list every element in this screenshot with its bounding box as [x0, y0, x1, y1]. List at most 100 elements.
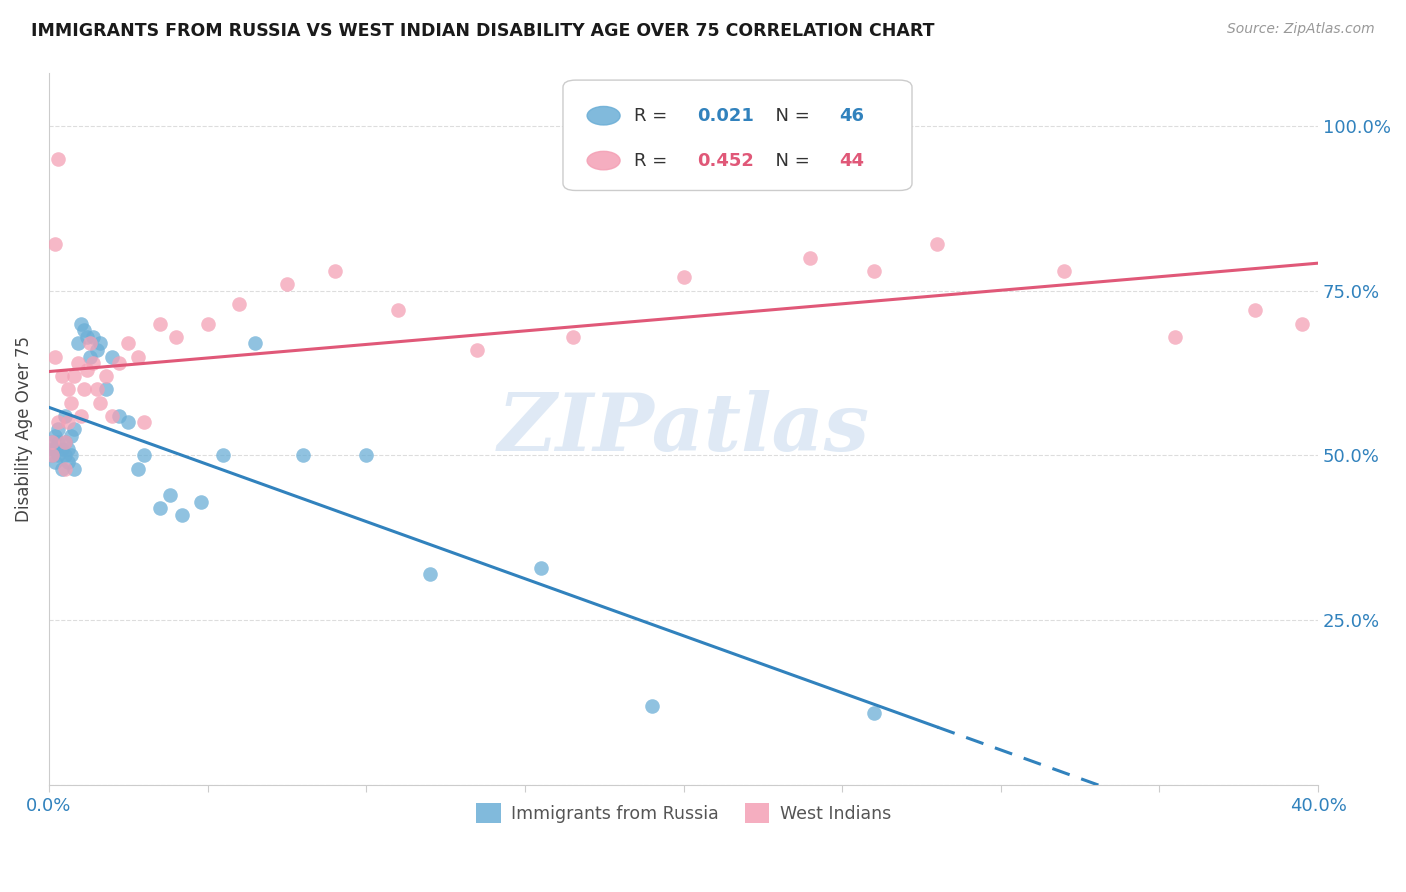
Text: 44: 44 — [839, 152, 865, 169]
Point — [82, 330, 104, 344]
Point — [44, 442, 66, 456]
Point — [190, 494, 212, 508]
Point — [101, 409, 124, 423]
Point — [127, 461, 149, 475]
Point — [44, 455, 66, 469]
Point — [56, 383, 79, 397]
Point — [51, 461, 73, 475]
Point — [73, 383, 96, 397]
Point — [672, 270, 695, 285]
Point — [63, 461, 86, 475]
Point — [60, 395, 83, 409]
Point — [63, 422, 86, 436]
Point — [76, 330, 98, 344]
Point — [172, 508, 194, 522]
Point — [387, 303, 409, 318]
Point — [1164, 330, 1187, 344]
Point — [53, 409, 76, 423]
Text: IMMIGRANTS FROM RUSSIA VS WEST INDIAN DISABILITY AGE OVER 75 CORRELATION CHART: IMMIGRANTS FROM RUSSIA VS WEST INDIAN DI… — [31, 22, 935, 40]
Y-axis label: Disability Age Over 75: Disability Age Over 75 — [15, 336, 32, 522]
Point — [86, 383, 108, 397]
Point — [66, 356, 89, 370]
Point — [79, 350, 101, 364]
Point — [53, 435, 76, 450]
Point — [212, 449, 235, 463]
Circle shape — [588, 152, 620, 169]
Point — [641, 698, 664, 713]
FancyBboxPatch shape — [562, 80, 912, 191]
Point — [56, 442, 79, 456]
Point — [323, 264, 346, 278]
Point — [799, 251, 821, 265]
Text: N =: N = — [763, 152, 815, 169]
Point — [41, 442, 63, 456]
Point — [63, 369, 86, 384]
Point — [291, 449, 314, 463]
Point — [165, 330, 187, 344]
Point — [82, 356, 104, 370]
Point — [863, 706, 886, 720]
Point — [48, 152, 70, 166]
Point — [89, 395, 111, 409]
Point — [276, 277, 298, 291]
Point — [863, 264, 886, 278]
Point — [927, 237, 949, 252]
Point — [159, 488, 181, 502]
Point — [73, 323, 96, 337]
Point — [107, 356, 129, 370]
Point — [53, 435, 76, 450]
Point — [41, 449, 63, 463]
Point — [228, 297, 250, 311]
Point — [94, 369, 117, 384]
Point — [149, 317, 172, 331]
Point — [76, 362, 98, 376]
Point — [1291, 317, 1313, 331]
Point — [60, 449, 83, 463]
Point — [44, 428, 66, 442]
Point — [41, 435, 63, 450]
Text: 46: 46 — [839, 107, 865, 125]
Point — [48, 435, 70, 450]
Point — [419, 567, 441, 582]
Point — [89, 336, 111, 351]
Point — [44, 237, 66, 252]
Point — [56, 416, 79, 430]
Text: Source: ZipAtlas.com: Source: ZipAtlas.com — [1227, 22, 1375, 37]
Point — [465, 343, 488, 357]
Text: 0.021: 0.021 — [697, 107, 755, 125]
Point — [1053, 264, 1076, 278]
Point — [53, 449, 76, 463]
Point — [134, 449, 156, 463]
Point — [561, 330, 583, 344]
Point — [134, 416, 156, 430]
Point — [107, 409, 129, 423]
Point — [69, 317, 91, 331]
Point — [149, 501, 172, 516]
Point — [44, 350, 66, 364]
Point — [48, 449, 70, 463]
Point — [94, 383, 117, 397]
Point — [79, 336, 101, 351]
Point — [1243, 303, 1265, 318]
Point — [56, 455, 79, 469]
Point — [48, 416, 70, 430]
Point — [117, 416, 139, 430]
Point — [117, 336, 139, 351]
Text: ZIPatlas: ZIPatlas — [498, 391, 870, 467]
Point — [245, 336, 267, 351]
Point — [197, 317, 219, 331]
Circle shape — [588, 106, 620, 125]
Point — [86, 343, 108, 357]
Point — [51, 442, 73, 456]
Point — [41, 449, 63, 463]
Point — [60, 428, 83, 442]
Point — [101, 350, 124, 364]
Text: N =: N = — [763, 107, 815, 125]
Text: 0.452: 0.452 — [697, 152, 755, 169]
Legend: Immigrants from Russia, West Indians: Immigrants from Russia, West Indians — [470, 796, 898, 830]
Point — [53, 461, 76, 475]
Point — [127, 350, 149, 364]
Point — [51, 369, 73, 384]
Text: R =: R = — [634, 107, 673, 125]
Point — [69, 409, 91, 423]
